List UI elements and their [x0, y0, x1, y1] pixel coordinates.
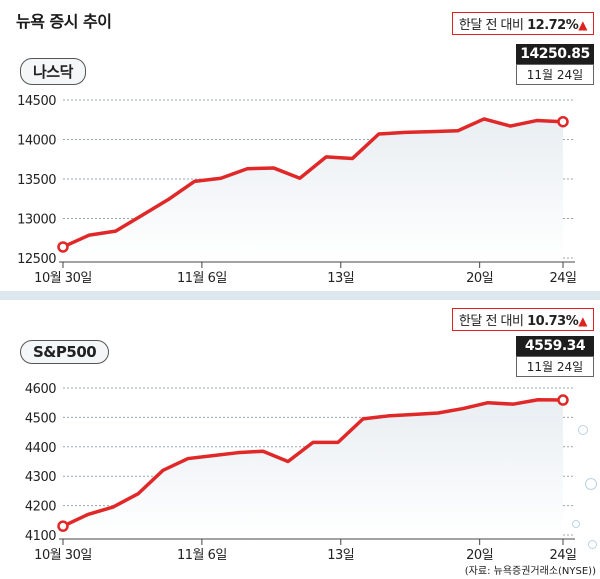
sp500-last-box: 4559.34 11월 24일 [516, 336, 594, 377]
decorative-bubble [578, 425, 588, 435]
x-tick-label: 20일 [466, 548, 493, 563]
page-title: 뉴욕 증시 추이 [16, 12, 112, 31]
series-line [62, 117, 564, 249]
x-tick-label: 24일 [549, 271, 576, 286]
y-tick-label: 4600 [25, 382, 56, 397]
endpoint-marker [57, 520, 69, 532]
y-tick-label: 12500 [17, 252, 56, 267]
x-tick-label: 11월 6일 [177, 548, 227, 563]
decorative-bubble [585, 478, 597, 490]
nasdaq-change-label: 한달 전 대비 [458, 18, 524, 33]
sp500-change-badge: 한달 전 대비 10.73%▲ [451, 308, 594, 331]
x-tick-label: 13일 [327, 271, 354, 286]
x-tick-label: 24일 [549, 548, 576, 563]
series-area [63, 399, 563, 539]
nasdaq-label: 나스닥 [20, 58, 86, 85]
up-arrow-icon: ▲ [578, 314, 587, 328]
series-line [62, 398, 564, 528]
x-tick-label: 13일 [327, 548, 354, 563]
sp500-change-pct: 10.73% [527, 314, 579, 329]
endpoint-marker [557, 394, 569, 406]
endpoint-marker [57, 241, 69, 253]
x-tick-label: 10월 30일 [34, 271, 92, 286]
y-tick-label: 13500 [17, 173, 56, 188]
y-tick-label: 14000 [17, 134, 56, 149]
decorative-bubble [572, 520, 580, 528]
sp500-change-label: 한달 전 대비 [458, 314, 524, 329]
y-tick-label: 4300 [25, 470, 56, 485]
nasdaq-last-date: 11월 24일 [516, 64, 594, 85]
sp500-chart: 4100 4200 4300 4400 4500 4600 10월 30일 11월 6일 13일… [25, 382, 577, 563]
nasdaq-last-value: 14250.85 [516, 44, 594, 64]
nasdaq-change-pct: 12.72% [527, 18, 579, 33]
nasdaq-chart: 12500 13000 13500 14000 14500 10월 30일 11월 6일 13… [17, 94, 577, 286]
series-area [63, 118, 563, 263]
y-tick-label: 4200 [25, 500, 56, 515]
panel-divider [0, 291, 600, 300]
y-tick-label: 4400 [25, 441, 56, 456]
y-tick-label: 4100 [25, 529, 56, 544]
y-tick-label: 13000 [17, 213, 56, 228]
y-tick-label: 14500 [17, 94, 56, 109]
source-note: (자료: 뉴욕증권거래소(NYSE)) [464, 566, 596, 577]
endpoint-marker [557, 115, 569, 128]
nasdaq-last-box: 14250.85 11월 24일 [516, 44, 594, 85]
up-arrow-icon: ▲ [578, 18, 587, 32]
decorative-bubble [588, 540, 597, 549]
x-tick-label: 20일 [466, 271, 493, 286]
sp500-last-value: 4559.34 [516, 336, 594, 356]
nasdaq-change-badge: 한달 전 대비 12.72%▲ [451, 12, 594, 35]
x-tick-label: 11월 6일 [177, 271, 227, 286]
x-tick-label: 10월 30일 [34, 548, 92, 563]
sp500-label: S&P500 [20, 340, 110, 364]
y-tick-label: 4500 [25, 411, 56, 426]
sp500-last-date: 11월 24일 [516, 356, 594, 377]
